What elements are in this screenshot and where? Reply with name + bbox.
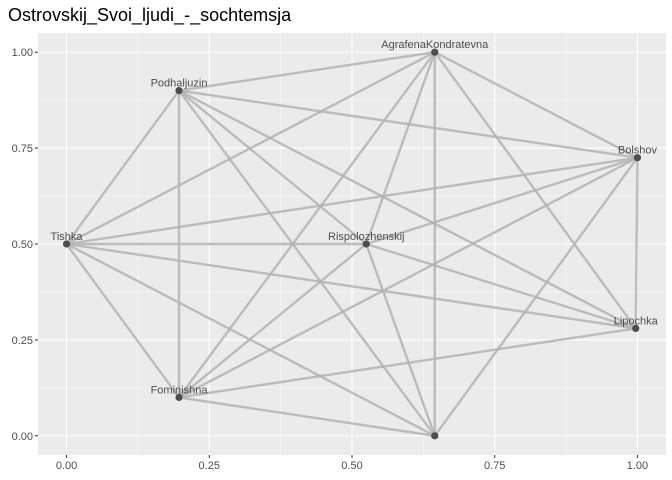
x-axis: 0.00 0.25 0.50 0.75 1.00 [56, 455, 648, 472]
edge-Bolshov-Lipochka [634, 157, 639, 329]
x-tick-label: 0.75 [484, 460, 505, 472]
node-Podhaljuzin [175, 86, 183, 95]
edge-Tishka-Fominishna [65, 243, 180, 399]
edge-Bolshov-Rispolozhenskij [365, 156, 638, 246]
node-label-Bolshov: Bolshov [618, 145, 658, 157]
edge-Tishka-Bolshov [66, 156, 638, 246]
edge-Podhaljuzin-AgrafenaKondratevna [178, 50, 435, 92]
chart-title: Ostrovskij_Svoi_ljudi_-_sochtemsja [8, 5, 292, 26]
node-label-Podhaljuzin: Podhaljuzin [151, 78, 208, 90]
node-AgrafenaKondratevna [431, 48, 439, 56]
y-axis: 0.00 0.25 0.50 0.75 1.00 [12, 47, 38, 443]
edge-Lipochka-Fominishna [178, 327, 636, 399]
x-tick-label: 0.50 [341, 460, 362, 472]
node-Lipochka [632, 324, 640, 332]
y-tick-label: 0.50 [12, 239, 33, 251]
node-label-Fominishna: Fominishna [151, 384, 209, 396]
edge-Rispolozhenskij-Lipochka [365, 242, 637, 330]
edge-Bolshov-Fominishna [178, 156, 639, 399]
node-label-AgrafenaKondratevna: AgrafenaKondratevna [381, 39, 489, 51]
edge-AgrafenaKondratevna-Rispolozhenskij [365, 51, 436, 245]
edge-Podhaljuzin-unlabeled [178, 89, 436, 437]
y-tick-label: 1.00 [12, 47, 33, 59]
edge-Rispolozhenskij-Fominishna [178, 243, 368, 399]
node-label-Lipochka: Lipochka [614, 315, 659, 327]
node-Rispolozhenskij [362, 240, 370, 248]
edge-Podhaljuzin-Rispolozhenskij [178, 89, 368, 245]
y-tick-label: 0.75 [12, 143, 33, 155]
x-tick-label: 0.00 [56, 460, 77, 472]
node-label-Tishka: Tishka [51, 231, 84, 243]
x-tick-label: 0.25 [199, 460, 220, 472]
node-label-Rispolozhenskij: Rispolozhenskij [328, 231, 404, 243]
node-labels-layer: AgrafenaKondratevna Podhaljuzin Bolshov Tis… [51, 39, 659, 396]
y-tick-label: 0.00 [12, 431, 33, 443]
edge-AgrafenaKondratevna-Bolshov [434, 51, 639, 159]
edge-Rispolozhenskij-unlabeled [365, 243, 436, 437]
y-tick-label: 0.25 [12, 335, 33, 347]
edge-Tishka-Lipochka [66, 242, 636, 330]
nodes-layer [62, 48, 642, 440]
node-Bolshov [633, 154, 642, 162]
edges-layer [65, 50, 639, 438]
node-Fominishna [175, 393, 183, 402]
x-tick-label: 1.00 [627, 460, 648, 472]
node-unlabeled [431, 432, 439, 440]
edge-Podhaljuzin-Lipochka [178, 89, 637, 330]
edge-Fominishna-unlabeled [178, 396, 435, 438]
edge-AgrafenaKondratevna-Fominishna [178, 51, 436, 399]
node-Tishka [62, 240, 71, 248]
edge-Tishka-Podhaljuzin [65, 89, 180, 245]
